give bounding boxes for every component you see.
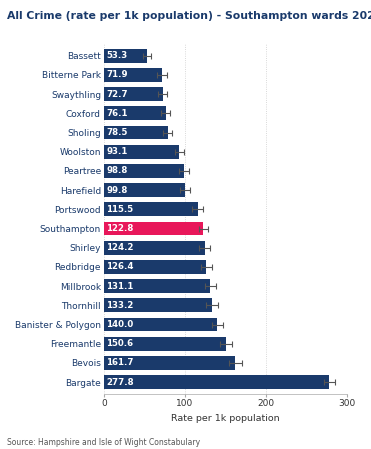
Bar (104, 164, 184, 178)
Bar (104, 317, 217, 331)
Text: 98.8: 98.8 (106, 167, 128, 176)
Text: 131.1: 131.1 (106, 282, 134, 291)
Bar (104, 375, 329, 389)
Text: 161.7: 161.7 (106, 358, 134, 367)
Text: All Crime (rate per 1k population) - Southampton wards 2023/24: All Crime (rate per 1k population) - Sou… (7, 11, 371, 21)
Bar (104, 49, 147, 62)
Text: 53.3: 53.3 (106, 51, 128, 60)
Bar (104, 356, 235, 370)
Bar (104, 279, 210, 293)
X-axis label: Rate per 1k population: Rate per 1k population (171, 414, 280, 423)
Text: 93.1: 93.1 (106, 147, 128, 156)
Text: 126.4: 126.4 (106, 262, 134, 272)
Text: 122.8: 122.8 (106, 224, 134, 233)
Text: 99.8: 99.8 (106, 185, 128, 194)
Text: 133.2: 133.2 (106, 301, 134, 310)
Bar (104, 126, 168, 140)
Text: 277.8: 277.8 (106, 378, 134, 387)
Bar (104, 241, 205, 255)
Bar (104, 222, 203, 235)
Bar (104, 68, 162, 82)
Bar (104, 183, 185, 197)
Text: 78.5: 78.5 (106, 128, 128, 137)
Bar (104, 260, 206, 274)
Text: 140.0: 140.0 (106, 320, 134, 329)
Text: Source: Hampshire and Isle of Wight Constabulary: Source: Hampshire and Isle of Wight Cons… (7, 438, 201, 447)
Bar (104, 87, 163, 101)
Text: 71.9: 71.9 (106, 70, 128, 79)
Text: 124.2: 124.2 (106, 243, 134, 252)
Text: 72.7: 72.7 (106, 90, 128, 99)
Bar (104, 337, 226, 351)
Bar (104, 299, 212, 312)
Bar (104, 202, 198, 216)
Bar (104, 106, 165, 120)
Text: 115.5: 115.5 (106, 205, 133, 214)
Text: 150.6: 150.6 (106, 339, 133, 348)
Bar (104, 145, 179, 158)
Text: 76.1: 76.1 (106, 109, 128, 118)
